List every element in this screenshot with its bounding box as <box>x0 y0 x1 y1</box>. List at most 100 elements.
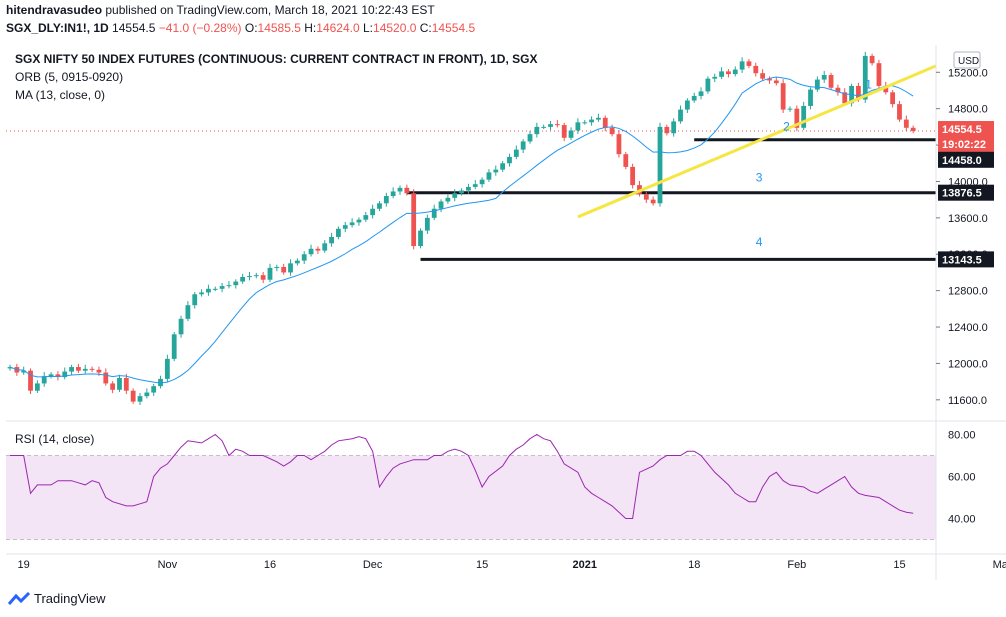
candle <box>589 116 594 126</box>
candle-body <box>842 92 848 104</box>
candle <box>411 189 417 250</box>
publish-header: hitendravasudeo published on TradingView… <box>6 3 435 17</box>
candle-body <box>55 374 61 378</box>
countdown-tag-bg <box>938 136 994 153</box>
candle <box>459 188 464 196</box>
candle <box>678 105 683 124</box>
candle <box>383 192 389 207</box>
candle-body <box>671 121 677 134</box>
countdown-tag-text: 19:02:22 <box>942 139 986 151</box>
candle <box>602 115 608 132</box>
close-label: C: <box>419 21 432 35</box>
candle <box>219 282 225 293</box>
candle-body <box>390 191 396 197</box>
level-1-tag-bg <box>938 151 994 168</box>
candle-body <box>21 370 27 373</box>
candle <box>760 69 766 81</box>
orb-legend[interactable]: ORB (5, 0915-0920) <box>15 70 124 84</box>
candle <box>534 122 540 138</box>
candle-body <box>7 367 13 369</box>
candle <box>137 392 143 405</box>
candle-body <box>541 126 547 128</box>
candle-body <box>308 248 314 255</box>
candle <box>103 368 109 386</box>
candle-body <box>582 122 588 124</box>
price-change: −41.0 (−0.28%) <box>158 21 242 35</box>
candle-body <box>705 78 711 92</box>
candle-body <box>691 95 697 101</box>
candle-body <box>746 61 752 66</box>
candle-body <box>356 219 362 223</box>
symbol-name: SGX_DLY:IN1!, 1D <box>6 21 109 35</box>
candle-body <box>883 85 889 93</box>
candle-body <box>500 163 506 170</box>
candle <box>253 272 259 279</box>
author-name[interactable]: hitendravasudeo <box>6 3 103 17</box>
price-tick-label: 12800.0 <box>948 286 988 298</box>
close-value: 14554.5 <box>431 21 476 35</box>
candle-body <box>253 275 259 277</box>
candle <box>671 118 677 137</box>
candle-body <box>288 263 293 273</box>
candle-body <box>424 217 430 231</box>
candle-body <box>650 199 656 204</box>
last-price-tag: 14554.5 <box>938 121 994 138</box>
candle-body <box>780 83 786 110</box>
candle <box>342 221 348 233</box>
candle <box>787 106 793 112</box>
candle-body <box>418 230 423 247</box>
candle-body <box>856 85 861 100</box>
candle-body <box>89 368 95 370</box>
candle-body <box>404 187 410 194</box>
candle-body <box>472 184 478 187</box>
candle-body <box>602 117 608 128</box>
candle-body <box>835 87 841 93</box>
candle-body <box>897 104 902 120</box>
candle-body <box>144 392 150 397</box>
candle <box>349 218 355 228</box>
time-tick-label: Nov <box>158 559 178 571</box>
candle-body <box>41 376 47 384</box>
candle <box>493 165 499 176</box>
candle-body <box>767 78 772 81</box>
time-tick-label: 19 <box>18 559 30 571</box>
candle <box>828 72 834 91</box>
candle <box>82 364 88 375</box>
candle-body <box>363 215 369 220</box>
candle-body <box>698 91 704 96</box>
candle <box>281 263 287 275</box>
candle-body <box>76 367 81 371</box>
candle-body <box>336 228 341 237</box>
candle-body <box>301 254 307 261</box>
candle-body <box>719 71 724 77</box>
candle <box>69 364 74 375</box>
candle-body <box>103 372 109 384</box>
candle <box>691 92 697 103</box>
candle <box>151 383 157 396</box>
rsi-legend[interactable]: RSI (14, close) <box>15 432 95 446</box>
time-tick-label: Feb <box>787 559 806 571</box>
candle-body <box>206 288 211 293</box>
candle-body <box>260 275 266 280</box>
candle-body <box>596 117 601 120</box>
candle-body <box>554 124 560 126</box>
price-tick-label: 11600.0 <box>948 395 987 407</box>
candle <box>801 101 807 131</box>
ma-legend[interactable]: MA (13, close, 0) <box>15 88 106 102</box>
candle <box>541 124 547 130</box>
candle <box>698 87 704 100</box>
candle <box>582 120 588 125</box>
level-3-tag-bg <box>938 251 994 268</box>
tradingview-brand[interactable]: TradingView <box>8 591 106 606</box>
level-2-tag-text: 13876.5 <box>942 188 982 200</box>
candle <box>500 160 506 172</box>
level-2-tag-bg <box>938 184 994 201</box>
candle-body <box>773 80 779 84</box>
candle <box>288 259 293 276</box>
candle-body <box>383 196 389 204</box>
candle-body <box>62 371 68 378</box>
candle <box>322 240 328 253</box>
candle-body <box>192 294 198 306</box>
candle <box>34 380 40 393</box>
